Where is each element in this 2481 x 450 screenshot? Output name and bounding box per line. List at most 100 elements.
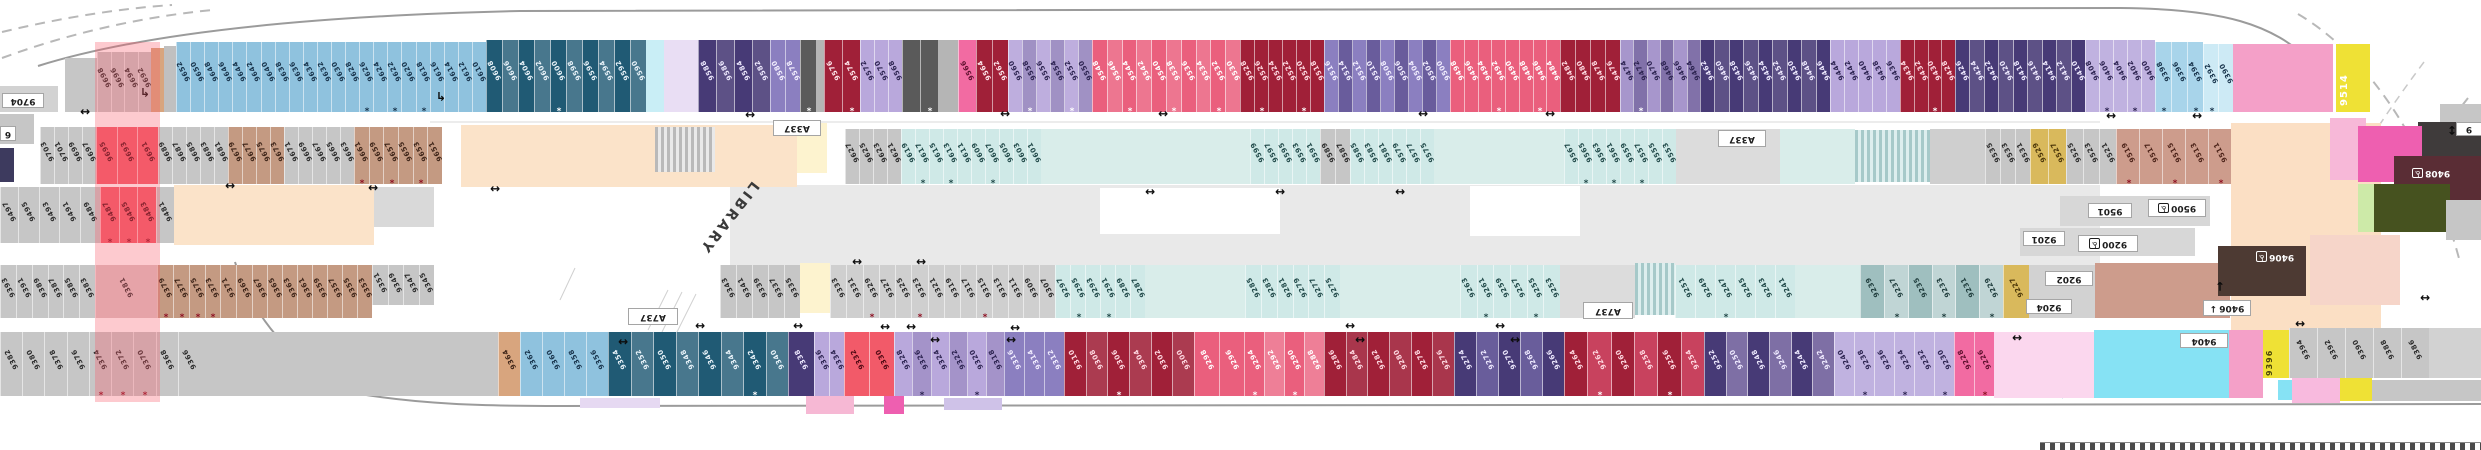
cabin-9580[interactable]: 9580 [769,40,787,112]
cabin-9264[interactable]: 9264 [1564,332,1588,396]
cabin-9679[interactable]: 9679 [227,127,244,184]
cabin-9683[interactable]: 9683 [199,127,216,184]
cabin-9280[interactable]: 9280 [1389,332,1412,396]
cabin-9675[interactable]: 9675 [255,127,272,184]
cabin-9359[interactable]: 9359 [311,265,329,318]
cabin-9315[interactable]: 9315 * [976,265,993,318]
cabin-9426[interactable]: 9426 [1954,40,1971,112]
cabin-9563[interactable]: 9563 [1591,129,1608,184]
cabin-9283[interactable]: 9283 [1261,265,1278,318]
cabin-9247[interactable]: 9247 * [1715,265,1736,318]
cabin-9252[interactable]: 9252 [1704,332,1727,396]
cabin-9691[interactable]: 9691 [137,127,159,184]
cabin-9567[interactable]: 9567 [1563,129,1580,184]
cabin-9528[interactable]: 9528 [1239,40,1256,112]
cabin-9352[interactable]: 9352 [630,332,654,396]
cabin-9524[interactable]: 9524 [1267,40,1284,112]
cabin-9548[interactable]: 9548 [1091,40,1109,112]
cabin-9613[interactable]: 9613 * [942,129,959,184]
cabin-9493[interactable]: 9493 [38,187,61,243]
cabin-9331[interactable]: 9331 [846,265,864,318]
cabin-9589[interactable]: 9589 [1319,129,1337,184]
cabin-9526[interactable]: 9526 * [1253,40,1270,112]
cabin-9614[interactable]: 9614 [443,42,460,112]
cabin-9607[interactable]: 9607 * [984,129,1001,184]
cabin-9579[interactable]: 9579 [1391,129,1408,184]
cabin-9306[interactable]: 9306 * [1107,332,1130,396]
cabin-9343[interactable]: 9343 [720,265,737,318]
cabin-9232[interactable]: 9232 [1914,332,1935,396]
cabin-9468[interactable]: 9468 [1659,40,1676,112]
cabin-9515[interactable]: 9515 * [2162,129,2186,184]
cabin-9321[interactable]: 9321 [927,265,945,318]
cabin-9365[interactable]: 9365 [266,265,284,318]
cabin-9248[interactable]: 9248 [1747,332,1770,396]
cabin-9434[interactable]: 9434 [1899,40,1916,112]
cabin-9319[interactable]: 9319 [943,265,961,318]
cabin-9596[interactable]: 9596 [582,40,599,112]
cabin-9621[interactable]: 9621 [886,129,903,184]
cabin-9393[interactable]: 9393 [0,265,17,318]
cabin-9330[interactable]: 9330 [869,332,895,396]
cabin-9518[interactable]: 9518 [1309,40,1326,112]
cabin-9322[interactable]: 9322 [949,332,969,396]
cabin-9640[interactable]: 9640 [260,42,277,112]
cabin-9255[interactable]: 9255 * [1526,265,1545,318]
cabin-9366[interactable]: 9366 [177,332,201,396]
cabin-9519[interactable]: 9519 * [2116,129,2140,184]
cabin-9536[interactable]: 9536 [1180,40,1197,112]
cabin-9470[interactable]: 9470 [1645,40,1662,112]
cabin-9277[interactable]: 9277 [1308,265,1325,318]
cabin-9328[interactable]: 9328 [894,332,913,396]
cabin-9242[interactable]: 9242 [1812,332,1835,396]
cabin-9681[interactable]: 9681 [213,127,230,184]
cabin-9323[interactable]: 9323 * [911,265,929,318]
cabin-9378[interactable]: 9378 [44,332,67,396]
cabin-9460[interactable]: 9460 [1714,40,1731,112]
cabin-9304[interactable]: 9304 [1129,332,1152,396]
cabin-9309[interactable]: 9309 [1023,265,1040,318]
cabin-9550[interactable]: 9550 [1077,40,1094,112]
cabin-9363[interactable]: 9363 [281,265,299,318]
cabin-9491[interactable]: 9491 [59,187,81,243]
cabin-9618[interactable]: 9618 * [415,42,432,112]
cabin-9506[interactable]: 9506 [1393,40,1410,112]
cabin-9586[interactable]: 9586 [716,40,735,112]
cabin[interactable]: * [800,40,817,112]
cabin-9371[interactable]: 9371 [220,265,237,318]
cabin-9638[interactable]: 9638 [274,42,291,112]
cabin-9591[interactable]: 9591 [1305,129,1322,184]
cabin-9290[interactable]: 9290 * [1284,332,1305,396]
cabin-9287[interactable]: 9287 [1129,265,1147,318]
cabin-9553[interactable]: 9553 [1661,129,1678,184]
cabin-9657[interactable]: 9657 * [383,127,400,184]
cabin-9693[interactable]: 9693 [116,127,139,184]
cabin-9316[interactable]: 9316 [1004,332,1025,396]
cabin-9390[interactable]: 9390 [2345,328,2374,378]
cabin-9577[interactable]: 9577 [1405,129,1422,184]
cabin-9466[interactable]: 9466 [1672,40,1689,112]
cabin-9703[interactable]: 9703 [39,127,56,184]
cabin-9438[interactable]: 9438 [1871,40,1888,112]
cabin-9342[interactable]: 9342 * [743,332,767,396]
cabin-9578[interactable]: 9578 [784,40,802,112]
cabin-9436[interactable]: 9436 [1885,40,1902,112]
cabin-9514[interactable]: 9514 [1337,40,1354,112]
cabin-9583[interactable]: 9583 [1363,129,1380,184]
cabin-9476[interactable]: 9476 [1604,40,1622,112]
cabin-9236[interactable]: 9236 [1874,332,1895,396]
cabin-9581[interactable]: 9581 [1377,129,1394,184]
cabin-9677[interactable]: 9677 [241,127,258,184]
cabin-9616[interactable]: 9616 [429,42,446,112]
cabin-9418[interactable]: 9418 [2012,40,2029,112]
cabin-9355[interactable]: 9355 [341,265,359,318]
cabin-9597[interactable]: 9597 [1263,129,1280,184]
cabin-9404[interactable]: 9404 [2112,40,2129,112]
cabin-9350[interactable]: 9350 [653,332,677,396]
cabin-9356[interactable]: 9356 [586,332,609,396]
cabin-9240[interactable]: 9240 [1834,332,1855,396]
cabin-9442[interactable]: 9442 [1843,40,1860,112]
cabin-9228[interactable]: 9228 [1954,332,1975,396]
cabin-9584[interactable]: 9584 [734,40,753,112]
cabin-9487[interactable]: 9487 * [100,187,120,243]
